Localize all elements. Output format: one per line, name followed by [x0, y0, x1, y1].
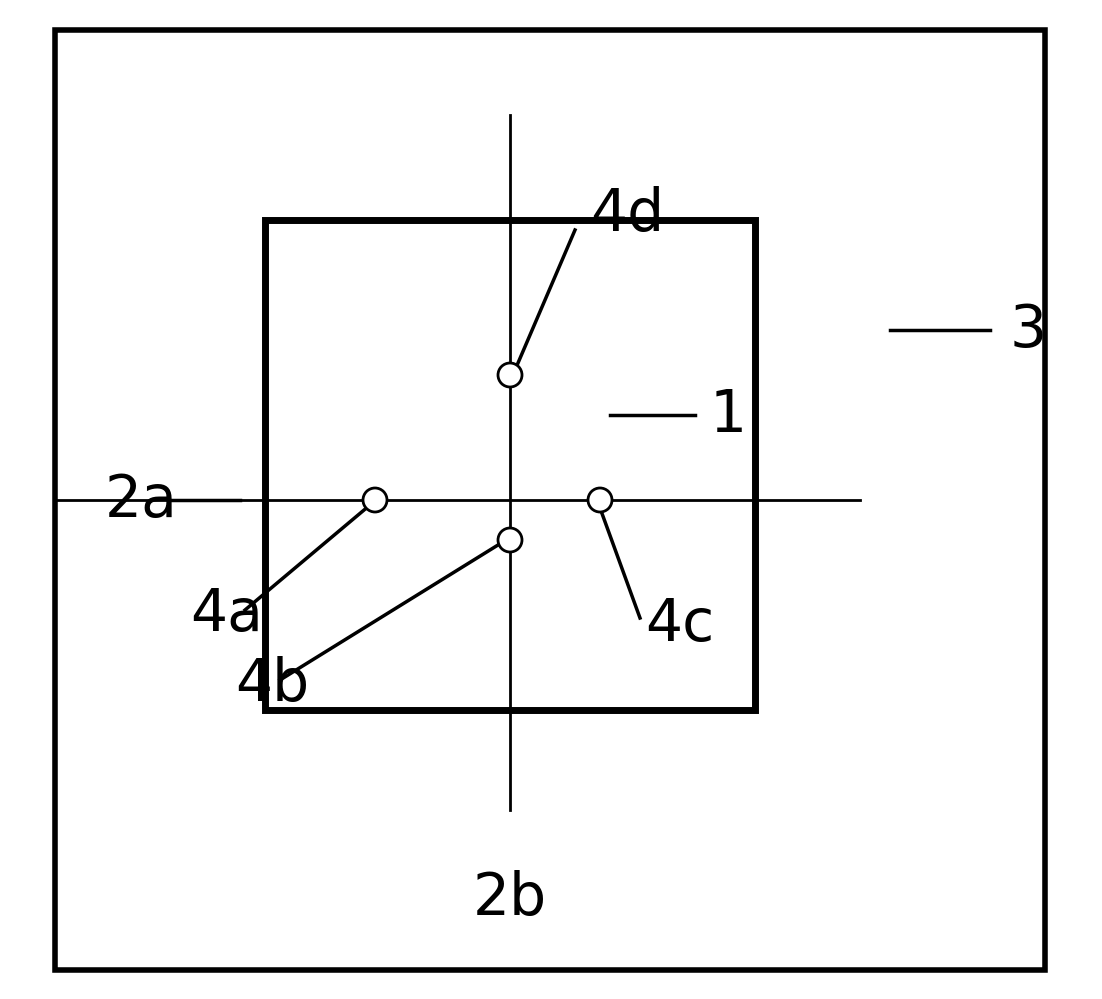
Circle shape [498, 528, 522, 552]
Circle shape [498, 363, 522, 387]
Circle shape [363, 488, 387, 512]
Text: 2a: 2a [105, 472, 177, 528]
Text: 4b: 4b [235, 656, 310, 713]
Bar [264, 220, 755, 710]
Text: 3: 3 [1011, 302, 1047, 359]
Text: 4d: 4d [590, 187, 665, 244]
Text: 4c: 4c [645, 596, 714, 653]
Bar [55, 30, 1045, 970]
Circle shape [588, 488, 612, 512]
Text: 2b: 2b [473, 870, 547, 927]
Text: 4a: 4a [190, 586, 263, 643]
Text: 1: 1 [710, 387, 747, 444]
